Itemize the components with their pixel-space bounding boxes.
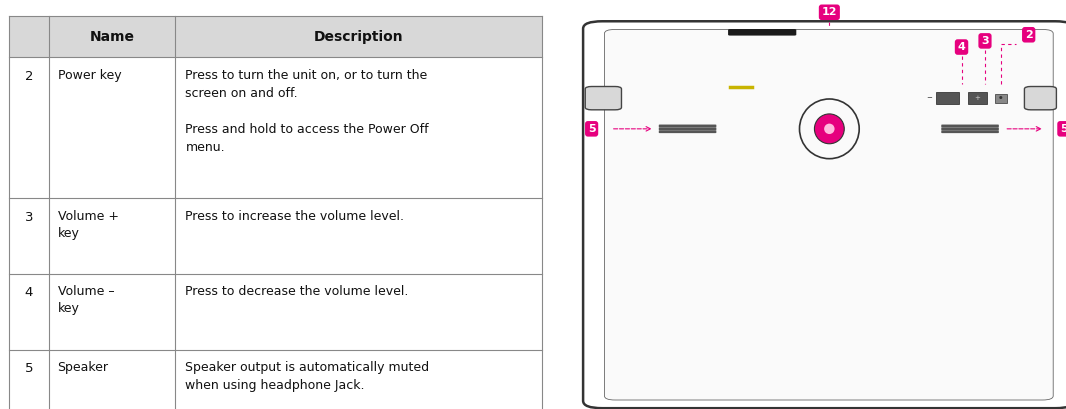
Text: 5: 5 [25, 362, 33, 375]
Text: 5: 5 [587, 124, 596, 134]
Text: 2: 2 [25, 70, 33, 83]
FancyBboxPatch shape [1024, 87, 1056, 110]
FancyBboxPatch shape [941, 130, 999, 133]
FancyBboxPatch shape [585, 87, 621, 110]
FancyBboxPatch shape [728, 29, 796, 36]
FancyBboxPatch shape [659, 124, 716, 127]
Ellipse shape [824, 124, 835, 134]
FancyBboxPatch shape [995, 94, 1007, 103]
FancyBboxPatch shape [604, 29, 1053, 400]
Text: 3: 3 [981, 36, 989, 46]
FancyBboxPatch shape [659, 130, 716, 133]
FancyBboxPatch shape [9, 16, 542, 57]
Text: Press to decrease the volume level.: Press to decrease the volume level. [185, 285, 409, 299]
Text: −: − [925, 95, 932, 101]
FancyBboxPatch shape [659, 127, 716, 130]
Ellipse shape [814, 114, 844, 144]
Text: 12: 12 [822, 7, 837, 17]
FancyBboxPatch shape [941, 124, 999, 127]
Text: Volume –
key: Volume – key [58, 285, 114, 315]
Text: Name: Name [90, 30, 134, 44]
Text: Power key: Power key [58, 69, 122, 82]
Text: Description: Description [313, 30, 403, 44]
FancyBboxPatch shape [583, 21, 1066, 408]
Text: +: + [974, 95, 981, 101]
FancyBboxPatch shape [604, 86, 1033, 110]
Text: 3: 3 [25, 211, 33, 224]
Text: 5: 5 [1060, 124, 1066, 134]
Text: 2: 2 [1024, 30, 1033, 40]
Text: Speaker: Speaker [58, 361, 109, 374]
FancyBboxPatch shape [936, 92, 959, 104]
Text: ●: ● [999, 96, 1003, 100]
Text: Press to turn the unit on, or to turn the
screen on and off.

Press and hold to : Press to turn the unit on, or to turn th… [185, 69, 430, 154]
FancyBboxPatch shape [941, 127, 999, 130]
FancyBboxPatch shape [968, 92, 987, 104]
Text: Volume +
key: Volume + key [58, 210, 118, 240]
Text: Speaker output is automatically muted
when using headphone Jack.: Speaker output is automatically muted wh… [185, 361, 430, 392]
Text: 4: 4 [25, 286, 33, 299]
Text: Press to increase the volume level.: Press to increase the volume level. [185, 210, 404, 223]
Text: 4: 4 [957, 42, 966, 52]
